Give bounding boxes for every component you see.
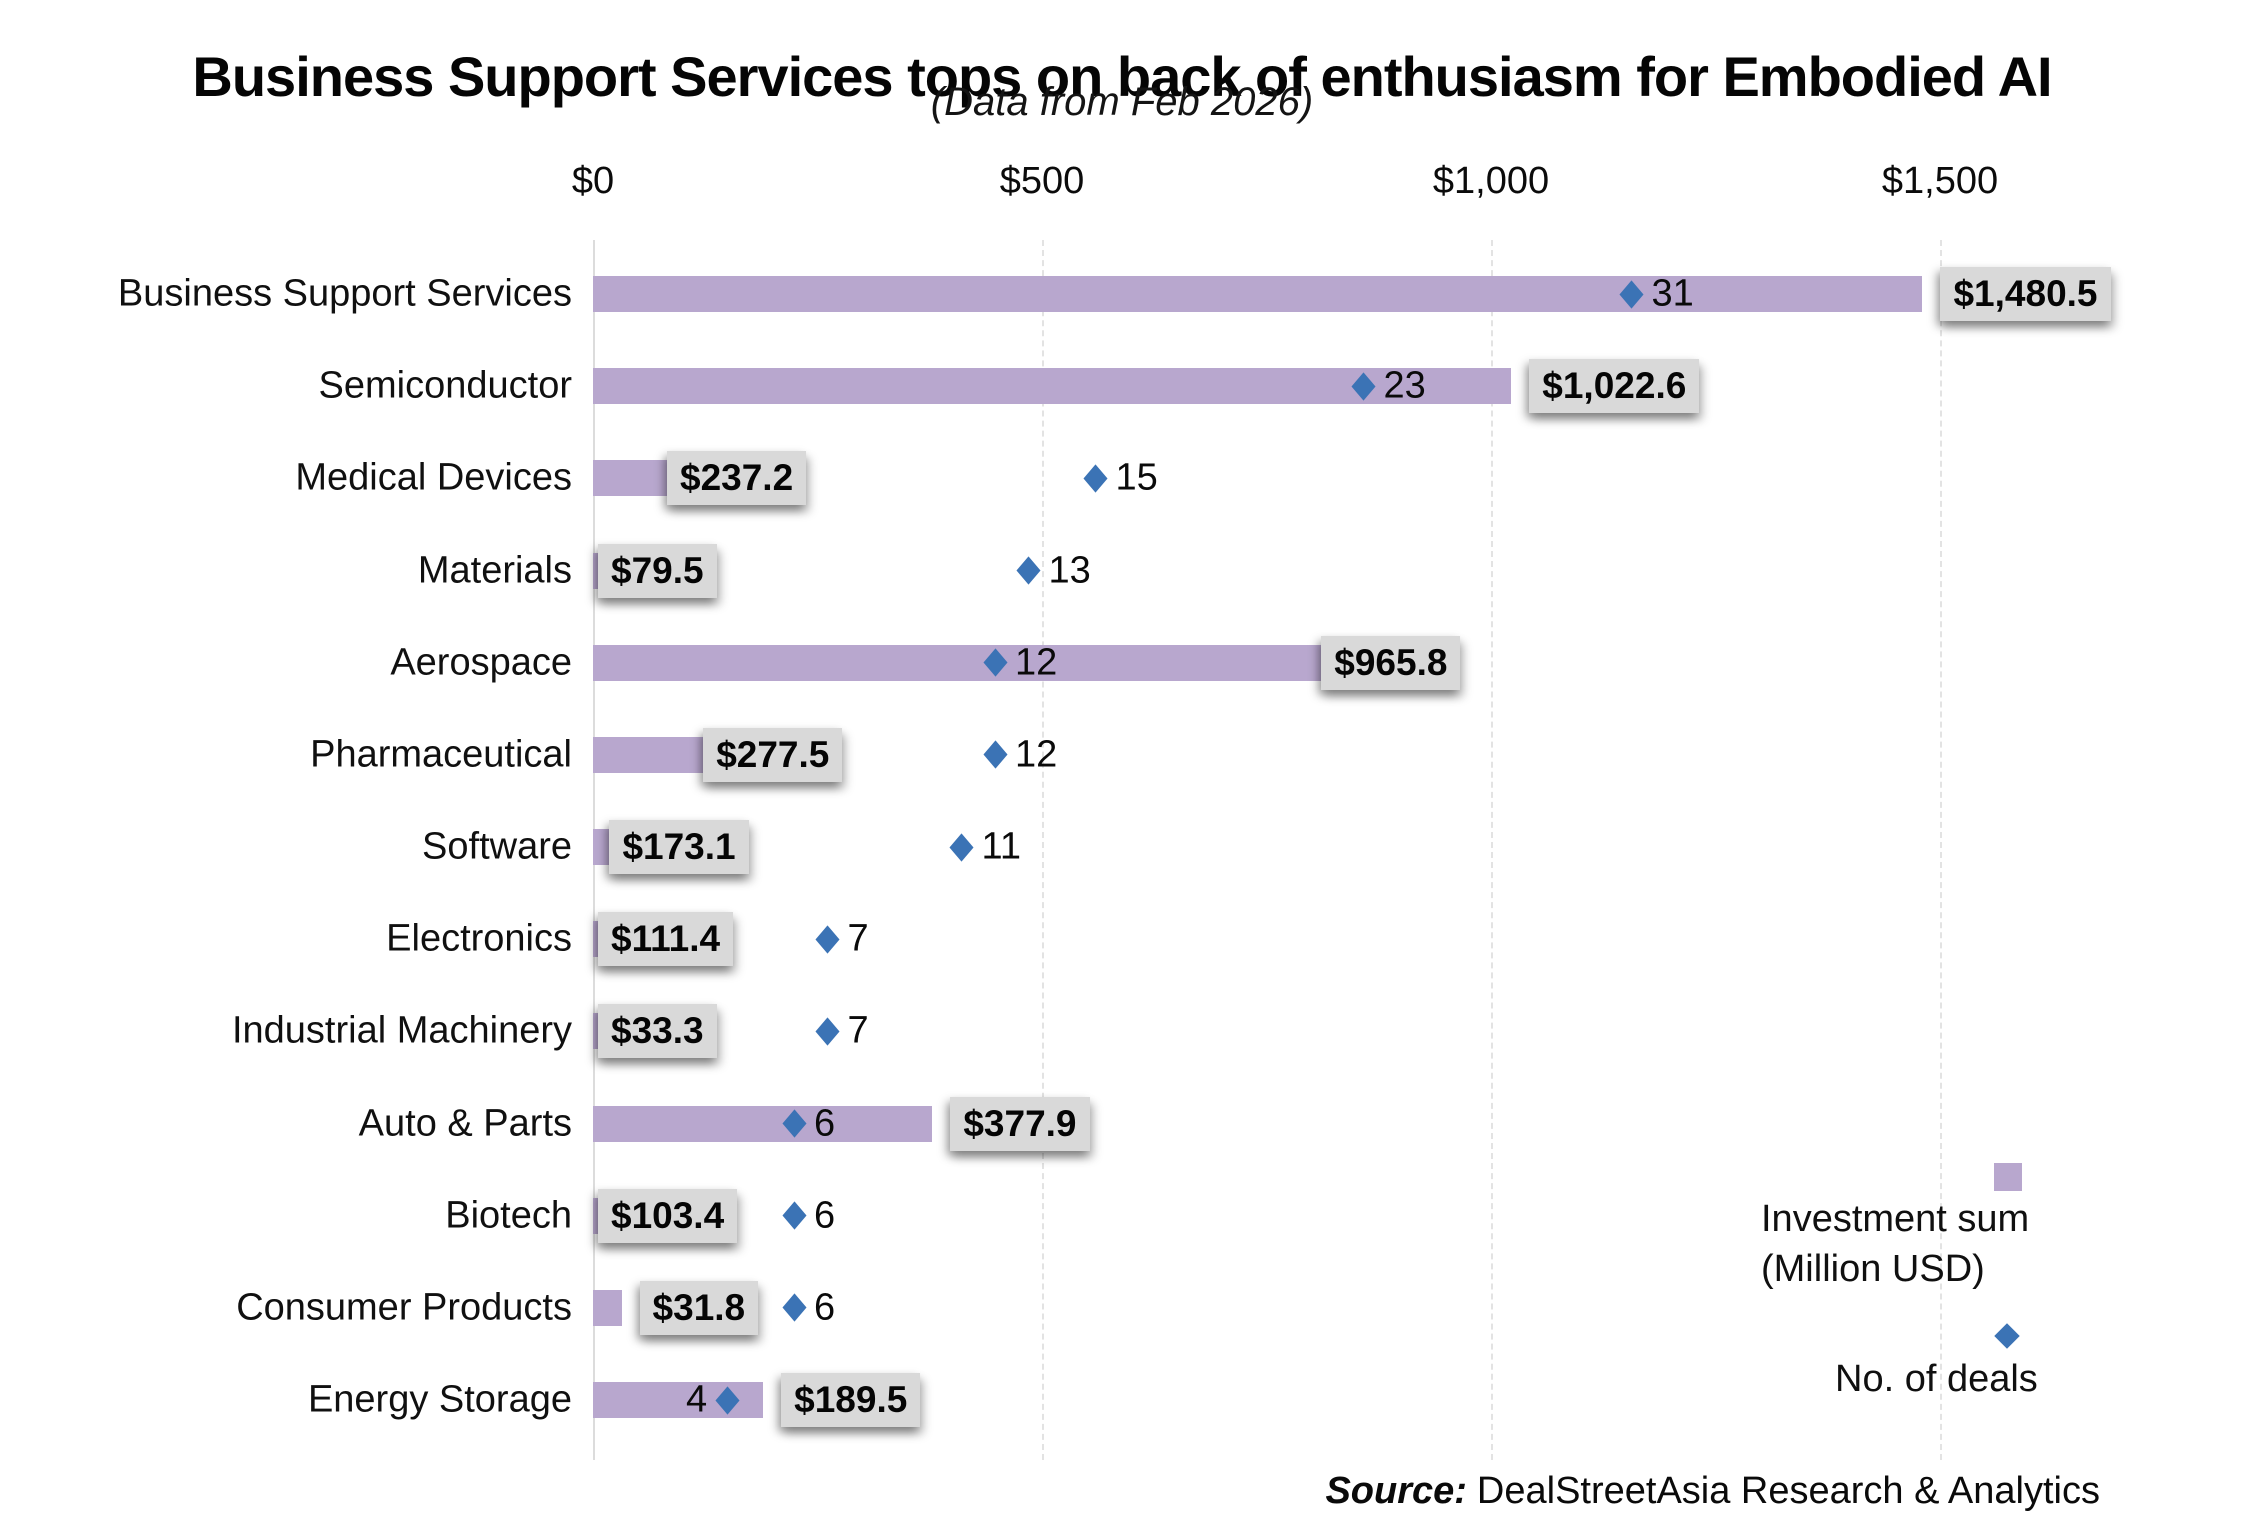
- investment-value-label: $33.3: [598, 1004, 717, 1059]
- deals-diamond-icon: [982, 740, 1008, 770]
- investment-value-label: $1,480.5: [1940, 267, 2111, 321]
- category-label: Medical Devices: [295, 456, 572, 499]
- deals-diamond-icon: [815, 1017, 840, 1046]
- deals-count: 31: [1651, 272, 1694, 315]
- category-label: Materials: [417, 549, 572, 591]
- source-label: Source:: [1325, 1470, 1467, 1512]
- investment-value-label: $965.8: [1321, 635, 1461, 690]
- category-label: Consumer Products: [236, 1286, 572, 1329]
- category-label: Pharmaceutical: [310, 733, 572, 776]
- deals-diamond-icon: [781, 1109, 807, 1138]
- category-label: Industrial Machinery: [231, 1009, 572, 1052]
- x-axis-tick-label: $1,500: [1881, 160, 1999, 202]
- deals-count: 11: [981, 825, 1021, 868]
- category-label: Semiconductor: [318, 364, 572, 407]
- deals-diamond-icon: [815, 925, 840, 954]
- deals-count: 15: [1115, 456, 1158, 499]
- category-label: Aerospace: [390, 641, 572, 684]
- deals-diamond-icon: [1619, 279, 1644, 309]
- x-gridline: [1042, 240, 1044, 1460]
- x-axis-tick-label: $1,000: [1432, 160, 1550, 202]
- investment-sum-swatch-icon: [1994, 1163, 2022, 1191]
- investment-value-label: $31.8: [639, 1280, 759, 1335]
- x-axis-tick-label: $0: [571, 160, 615, 202]
- category-label: Auto & Parts: [358, 1102, 572, 1145]
- legend-investment-label-line1: Investment sum: [1761, 1198, 2030, 1240]
- investment-bar: [593, 1105, 933, 1142]
- source-text: DealStreetAsia Research & Analytics: [1476, 1470, 2100, 1512]
- x-gridline: [1491, 240, 1493, 1460]
- investment-bar: [593, 644, 1461, 681]
- deals-diamond-icon: [982, 648, 1008, 677]
- investment-value-label: $103.4: [598, 1188, 738, 1243]
- legend-deals-label: No. of deals: [1835, 1358, 2038, 1400]
- investment-value-label: $189.5: [781, 1373, 921, 1428]
- category-label: Electronics: [386, 917, 572, 960]
- investment-value-label: $377.9: [950, 1096, 1090, 1151]
- deals-diamond-icon: [1016, 556, 1041, 585]
- deals-count: 12: [1015, 733, 1058, 776]
- category-label: Energy Storage: [307, 1378, 572, 1421]
- deals-count: 6: [814, 1102, 836, 1145]
- x-gridline: [1940, 240, 1942, 1460]
- chart-subtitle: (Data from Feb 2026): [930, 80, 1314, 124]
- deals-count: 12: [1015, 641, 1058, 684]
- legend-investment-label-line2: (Million USD): [1761, 1248, 1985, 1290]
- investment-bar: [593, 276, 1923, 312]
- deals-count: 13: [1048, 549, 1091, 591]
- deals-count: 7: [847, 1009, 869, 1052]
- category-label: Biotech: [445, 1194, 572, 1237]
- deals-count: 6: [814, 1194, 836, 1237]
- investment-bar: [593, 1289, 622, 1326]
- deals-diamond-icon: [781, 1201, 807, 1230]
- chart-title: Business Support Services tops on back o…: [192, 44, 2052, 108]
- investment-value-label: $277.5: [703, 727, 843, 782]
- investment-value-label: $237.2: [667, 451, 807, 506]
- deals-diamond-icon: [949, 832, 974, 862]
- deals-count: 4: [686, 1378, 708, 1421]
- category-label: Software: [422, 825, 572, 868]
- source-attribution: Source: DealStreetAsia Research & Analyti…: [1325, 1470, 2100, 1513]
- deals-diamond-icon: [1083, 464, 1108, 493]
- investment-value-label: $111.4: [598, 912, 734, 967]
- investment-value-label: $1,022.6: [1529, 359, 1700, 414]
- deals-count: 6: [814, 1286, 836, 1329]
- deals-diamond-icon: [714, 1385, 740, 1415]
- deals-count: 7: [847, 917, 869, 960]
- category-label: Business Support Services: [117, 272, 572, 315]
- deals-diamond-icon: [1351, 371, 1376, 401]
- deals-diamond-swatch-icon: [1994, 1323, 2020, 1349]
- x-axis-tick-label: $500: [999, 160, 1085, 202]
- investment-value-label: $173.1: [609, 820, 749, 875]
- deals-diamond-icon: [781, 1293, 807, 1323]
- investment-value-label: $79.5: [598, 543, 717, 598]
- deals-count: 23: [1383, 364, 1426, 407]
